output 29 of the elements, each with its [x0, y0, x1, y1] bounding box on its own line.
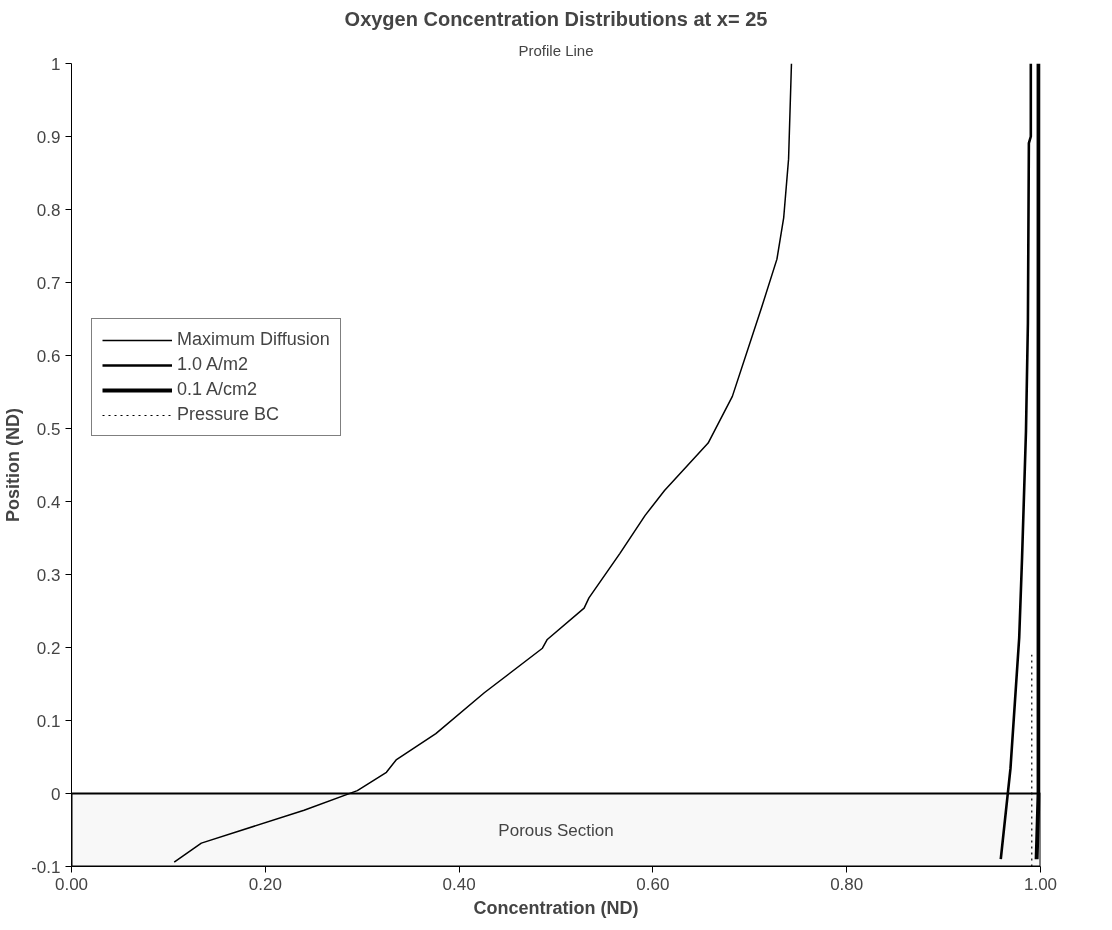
y-tick-label: 0.2 [36, 638, 61, 658]
y-tick-label: 0.7 [36, 273, 61, 293]
legend-label: 0.1 A/cm2 [177, 379, 258, 400]
x-tick-label: 0.20 [248, 874, 282, 894]
y-tick-label: 0 [51, 784, 61, 804]
y-tick-label: 0.5 [36, 419, 61, 439]
x-axis-title: Concentration (ND) [473, 897, 639, 918]
x-tick-label: 0.00 [54, 874, 89, 894]
legend-label: 1.0 A/m2 [177, 354, 249, 375]
y-tick-label: 0.9 [36, 127, 61, 147]
band-label: Porous Section [498, 820, 614, 840]
legend-label: Maximum Diffusion [177, 329, 330, 350]
x-tick-label: 0.60 [636, 874, 670, 894]
y-tick-label: 0.4 [36, 492, 61, 512]
y-tick-label: 1 [51, 54, 61, 74]
y-tick-label: 0.1 [36, 711, 61, 731]
text: Profile Line [518, 41, 594, 59]
y-tick-label: 0.3 [36, 565, 61, 585]
y-tick-label: 0.8 [36, 200, 61, 220]
legend-label: Pressure BC [177, 404, 280, 425]
line-series [999, 63, 1033, 861]
y-tick-label: 0.6 [36, 346, 61, 366]
line-series [173, 63, 793, 863]
chart-title: Oxygen Concentration Distributions at x= 25 [344, 7, 768, 30]
y-axis-title: Position (ND) [3, 407, 24, 522]
x-tick-label: 0.40 [442, 874, 476, 894]
x-tick-label: 0.80 [830, 874, 864, 894]
y-tick-label: -0.1 [31, 857, 61, 877]
x-tick-label: 1.00 [1023, 874, 1058, 894]
